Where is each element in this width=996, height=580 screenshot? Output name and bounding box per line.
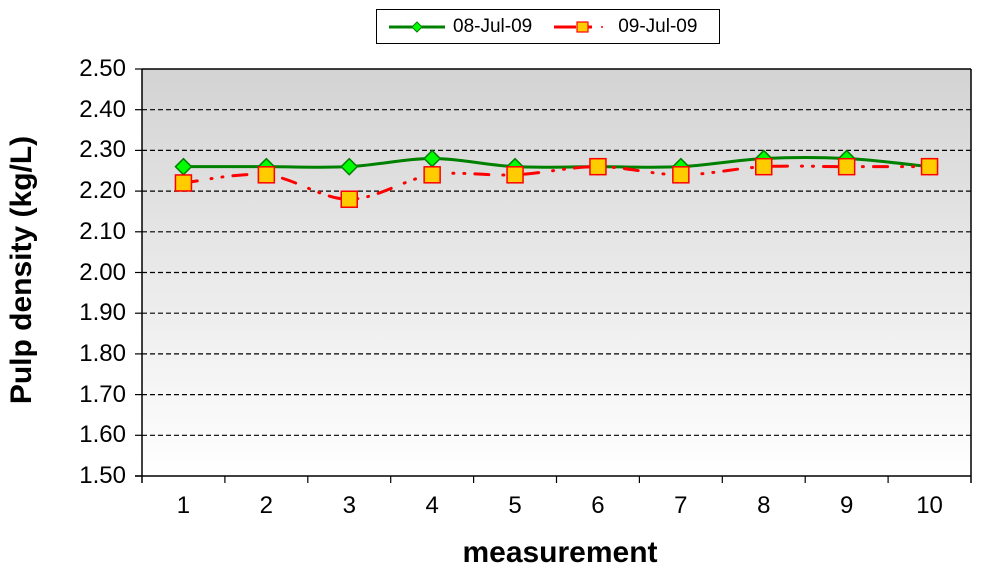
x-tick-label: 2 — [259, 492, 274, 519]
x-axis-title: measurement — [462, 536, 658, 569]
y-tick-label: 1.90 — [79, 299, 126, 327]
gridlines — [142, 68, 971, 436]
x-tick-label: 9 — [839, 492, 854, 519]
y-axis-title: Pulp density (kg/L) — [5, 135, 38, 405]
green-diamond-line-icon — [389, 20, 445, 33]
y-tick-label: 2.20 — [79, 177, 126, 205]
data-series — [174, 149, 939, 208]
y-tick-label: 1.70 — [79, 380, 126, 408]
legend-label: 09-Jul-09 — [618, 15, 698, 37]
square-marker — [423, 166, 441, 184]
square-marker — [174, 174, 193, 192]
legend-entry-series-1: 08-Jul-09 — [389, 16, 532, 38]
diamond-marker — [340, 157, 359, 176]
x-tick-label: 5 — [508, 492, 522, 519]
legend: 08-Jul-09 09-Jul-09 — [376, 9, 720, 44]
square-marker — [257, 166, 276, 184]
y-tick-label: 2.10 — [79, 217, 126, 245]
y-tick-label: 2.00 — [79, 258, 126, 286]
x-tick-label: 3 — [342, 492, 356, 519]
axes — [135, 68, 972, 483]
x-tick-label: 7 — [674, 492, 688, 519]
square-marker — [589, 157, 607, 176]
legend-label: 08-Jul-09 — [453, 15, 533, 37]
y-tick-label: 2.50 — [79, 55, 126, 82]
series-2 — [174, 157, 939, 208]
square-marker — [920, 157, 939, 176]
y-tick-label: 1.50 — [79, 462, 126, 489]
square-marker — [506, 166, 524, 184]
legend-entry-series-2: 09-Jul-09 — [554, 16, 697, 38]
y-tick-label: 1.60 — [79, 421, 126, 449]
x-tick-label: 6 — [591, 492, 605, 519]
y-tick-label: 2.30 — [79, 136, 126, 164]
x-tick-label: 1 — [176, 492, 191, 519]
y-tick-label: 1.80 — [79, 339, 126, 367]
x-tick-label: 10 — [916, 492, 943, 519]
square-marker — [837, 157, 856, 176]
square-marker — [672, 166, 690, 184]
x-tick-label: 8 — [757, 492, 771, 519]
y-tick-label: 2.40 — [79, 95, 126, 123]
square-marker — [755, 157, 773, 176]
orange-square-dashdot-line-icon — [554, 20, 604, 33]
square-marker — [340, 190, 358, 208]
x-tick-label: 4 — [425, 492, 439, 519]
